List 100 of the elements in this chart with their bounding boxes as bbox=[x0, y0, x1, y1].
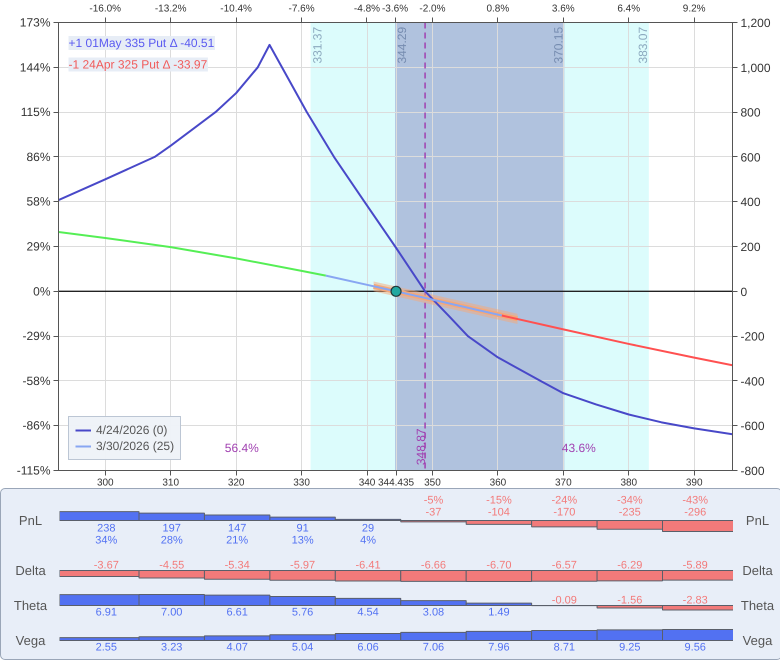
x-tick-label: 300 bbox=[96, 478, 114, 488]
annotation: 43.6% bbox=[562, 441, 596, 456]
annotation: -1 24Apr 325 Put Δ -33.97 bbox=[68, 57, 208, 72]
x-tick-label: 330 bbox=[293, 478, 310, 488]
y-axis-title: Theta bbox=[14, 598, 48, 613]
x2-tick-label: 3.6% bbox=[552, 4, 575, 14]
y-tick-label: 0% bbox=[33, 284, 51, 298]
x2-tick-label: -7.6% bbox=[288, 4, 315, 14]
x2-tick-label: 0.8% bbox=[486, 4, 510, 14]
x-tick-label: 350 bbox=[424, 478, 442, 488]
y2-tick-label: -800 bbox=[740, 464, 765, 478]
y2-tick-label: 800 bbox=[740, 106, 761, 120]
y-axis-title: PnL bbox=[18, 513, 42, 528]
x-tick-label: 360 bbox=[490, 478, 507, 488]
data-label: 9.25 bbox=[619, 642, 640, 654]
x-tick-label: 370 bbox=[555, 478, 572, 488]
annotation: +1 01May 335 Put Δ -40.51 bbox=[68, 36, 215, 50]
x2-tick-label: -2.0% bbox=[419, 4, 446, 14]
y2-tick-label: 200 bbox=[740, 240, 761, 254]
y-tick-label: -86% bbox=[22, 418, 51, 433]
y2-tick-label: -600 bbox=[740, 419, 765, 434]
y-tick-label: -29% bbox=[22, 329, 51, 344]
data-label: 6.06 bbox=[357, 642, 379, 654]
y-tick-label: 86% bbox=[26, 150, 51, 164]
data-label: 3.08 bbox=[422, 606, 444, 618]
y2-tick-label: 400 bbox=[740, 195, 761, 210]
data-label: 6.61 bbox=[226, 606, 248, 618]
data-label: 1.49 bbox=[488, 606, 510, 618]
y2-tick-label: 1,000 bbox=[740, 60, 771, 75]
x2-tick-label: -10.4% bbox=[220, 4, 252, 14]
data-label: -1.56 bbox=[617, 594, 642, 606]
x-tick-label: 344.435 bbox=[378, 478, 415, 488]
y2-tick-label: 600 bbox=[740, 150, 761, 164]
line-series bbox=[324, 274, 503, 316]
data-label: 147 21% bbox=[226, 522, 248, 546]
y-tick-label: 29% bbox=[26, 240, 51, 254]
annotation: 344.29 bbox=[395, 26, 410, 64]
data-label: 4.07 bbox=[226, 642, 248, 654]
data-label: -15% -104 bbox=[486, 494, 512, 518]
y2-tick-label: 1,200 bbox=[740, 16, 771, 30]
data-label: 8.71 bbox=[554, 642, 576, 654]
x-tick-label: 380 bbox=[620, 478, 638, 488]
y-tick-label: 144% bbox=[20, 60, 51, 74]
data-label: -5.97 bbox=[290, 560, 316, 572]
line-series bbox=[500, 314, 732, 366]
annotation: 370.15 bbox=[551, 26, 566, 64]
data-label: -5% -37 bbox=[424, 494, 444, 518]
data-label: -6.57 bbox=[552, 560, 577, 572]
annotation: 56.4% bbox=[224, 441, 260, 456]
data-label: 2.55 bbox=[96, 642, 118, 654]
y2-tick-label: -400 bbox=[740, 374, 765, 388]
data-label: 238 34% bbox=[95, 522, 118, 546]
y-tick-label: 173% bbox=[20, 16, 51, 30]
y-tick-label: 58% bbox=[26, 194, 51, 209]
x2-tick-label: -16.0% bbox=[89, 4, 122, 14]
data-label: 5.76 bbox=[292, 606, 314, 618]
y2-axis-title: Delta bbox=[742, 563, 774, 578]
x2-tick-label: 9.2% bbox=[682, 4, 706, 14]
annotation: 331.37 bbox=[310, 26, 325, 64]
data-label: 29 4% bbox=[360, 522, 376, 546]
data-label: -4.55 bbox=[159, 560, 184, 572]
y2-axis-title: Vega bbox=[742, 633, 774, 648]
y2-axis-title: PnL bbox=[746, 513, 770, 528]
y-tick-label: 115% bbox=[20, 105, 51, 120]
data-label: -0.09 bbox=[552, 594, 577, 606]
data-label: -6.70 bbox=[486, 560, 512, 572]
y2-tick-label: 0 bbox=[740, 284, 748, 299]
data-label: -24% -170 bbox=[552, 494, 578, 518]
y-axis-title: Vega bbox=[16, 633, 46, 648]
line-series bbox=[58, 230, 327, 277]
data-label: -6.41 bbox=[356, 560, 381, 572]
data-label: -6.29 bbox=[617, 560, 642, 572]
data-label: 5.04 bbox=[292, 642, 314, 654]
x2-tick-label: -4.8% bbox=[354, 4, 380, 14]
data-label: 7.06 bbox=[422, 642, 444, 654]
x-tick-label: 390 bbox=[686, 478, 703, 488]
data-label: 197 28% bbox=[160, 522, 183, 546]
data-label: 91 13% bbox=[292, 522, 314, 546]
y2-tick-label: -200 bbox=[740, 330, 765, 344]
x-tick-label: 340 bbox=[358, 478, 376, 488]
data-label: -2.83 bbox=[682, 594, 708, 606]
data-label: -5.34 bbox=[224, 560, 250, 572]
x2-tick-label: -3.6% bbox=[382, 4, 408, 14]
data-label: 9.56 bbox=[684, 642, 706, 654]
x-tick-label: 320 bbox=[228, 478, 245, 488]
y-tick-label: -58% bbox=[22, 374, 51, 388]
y-axis-title: Delta bbox=[15, 563, 46, 578]
data-label: 3.23 bbox=[161, 642, 182, 654]
x2-tick-label: -13.2% bbox=[154, 4, 187, 14]
annotation: 383.07 bbox=[636, 26, 650, 64]
legend-label: 4/24/2026 (0) bbox=[96, 423, 168, 437]
ref-line-label: 348.87 bbox=[414, 428, 428, 466]
data-label: -43% -296 bbox=[682, 494, 708, 518]
data-label: -5.89 bbox=[682, 560, 708, 572]
data-label: -3.67 bbox=[94, 560, 119, 572]
data-label: -6.66 bbox=[420, 560, 446, 572]
x2-tick-label: 6.4% bbox=[617, 4, 640, 14]
x-tick-label: 310 bbox=[162, 478, 180, 488]
y-tick-label: -115% bbox=[16, 464, 51, 478]
data-label: 4.54 bbox=[357, 606, 379, 618]
